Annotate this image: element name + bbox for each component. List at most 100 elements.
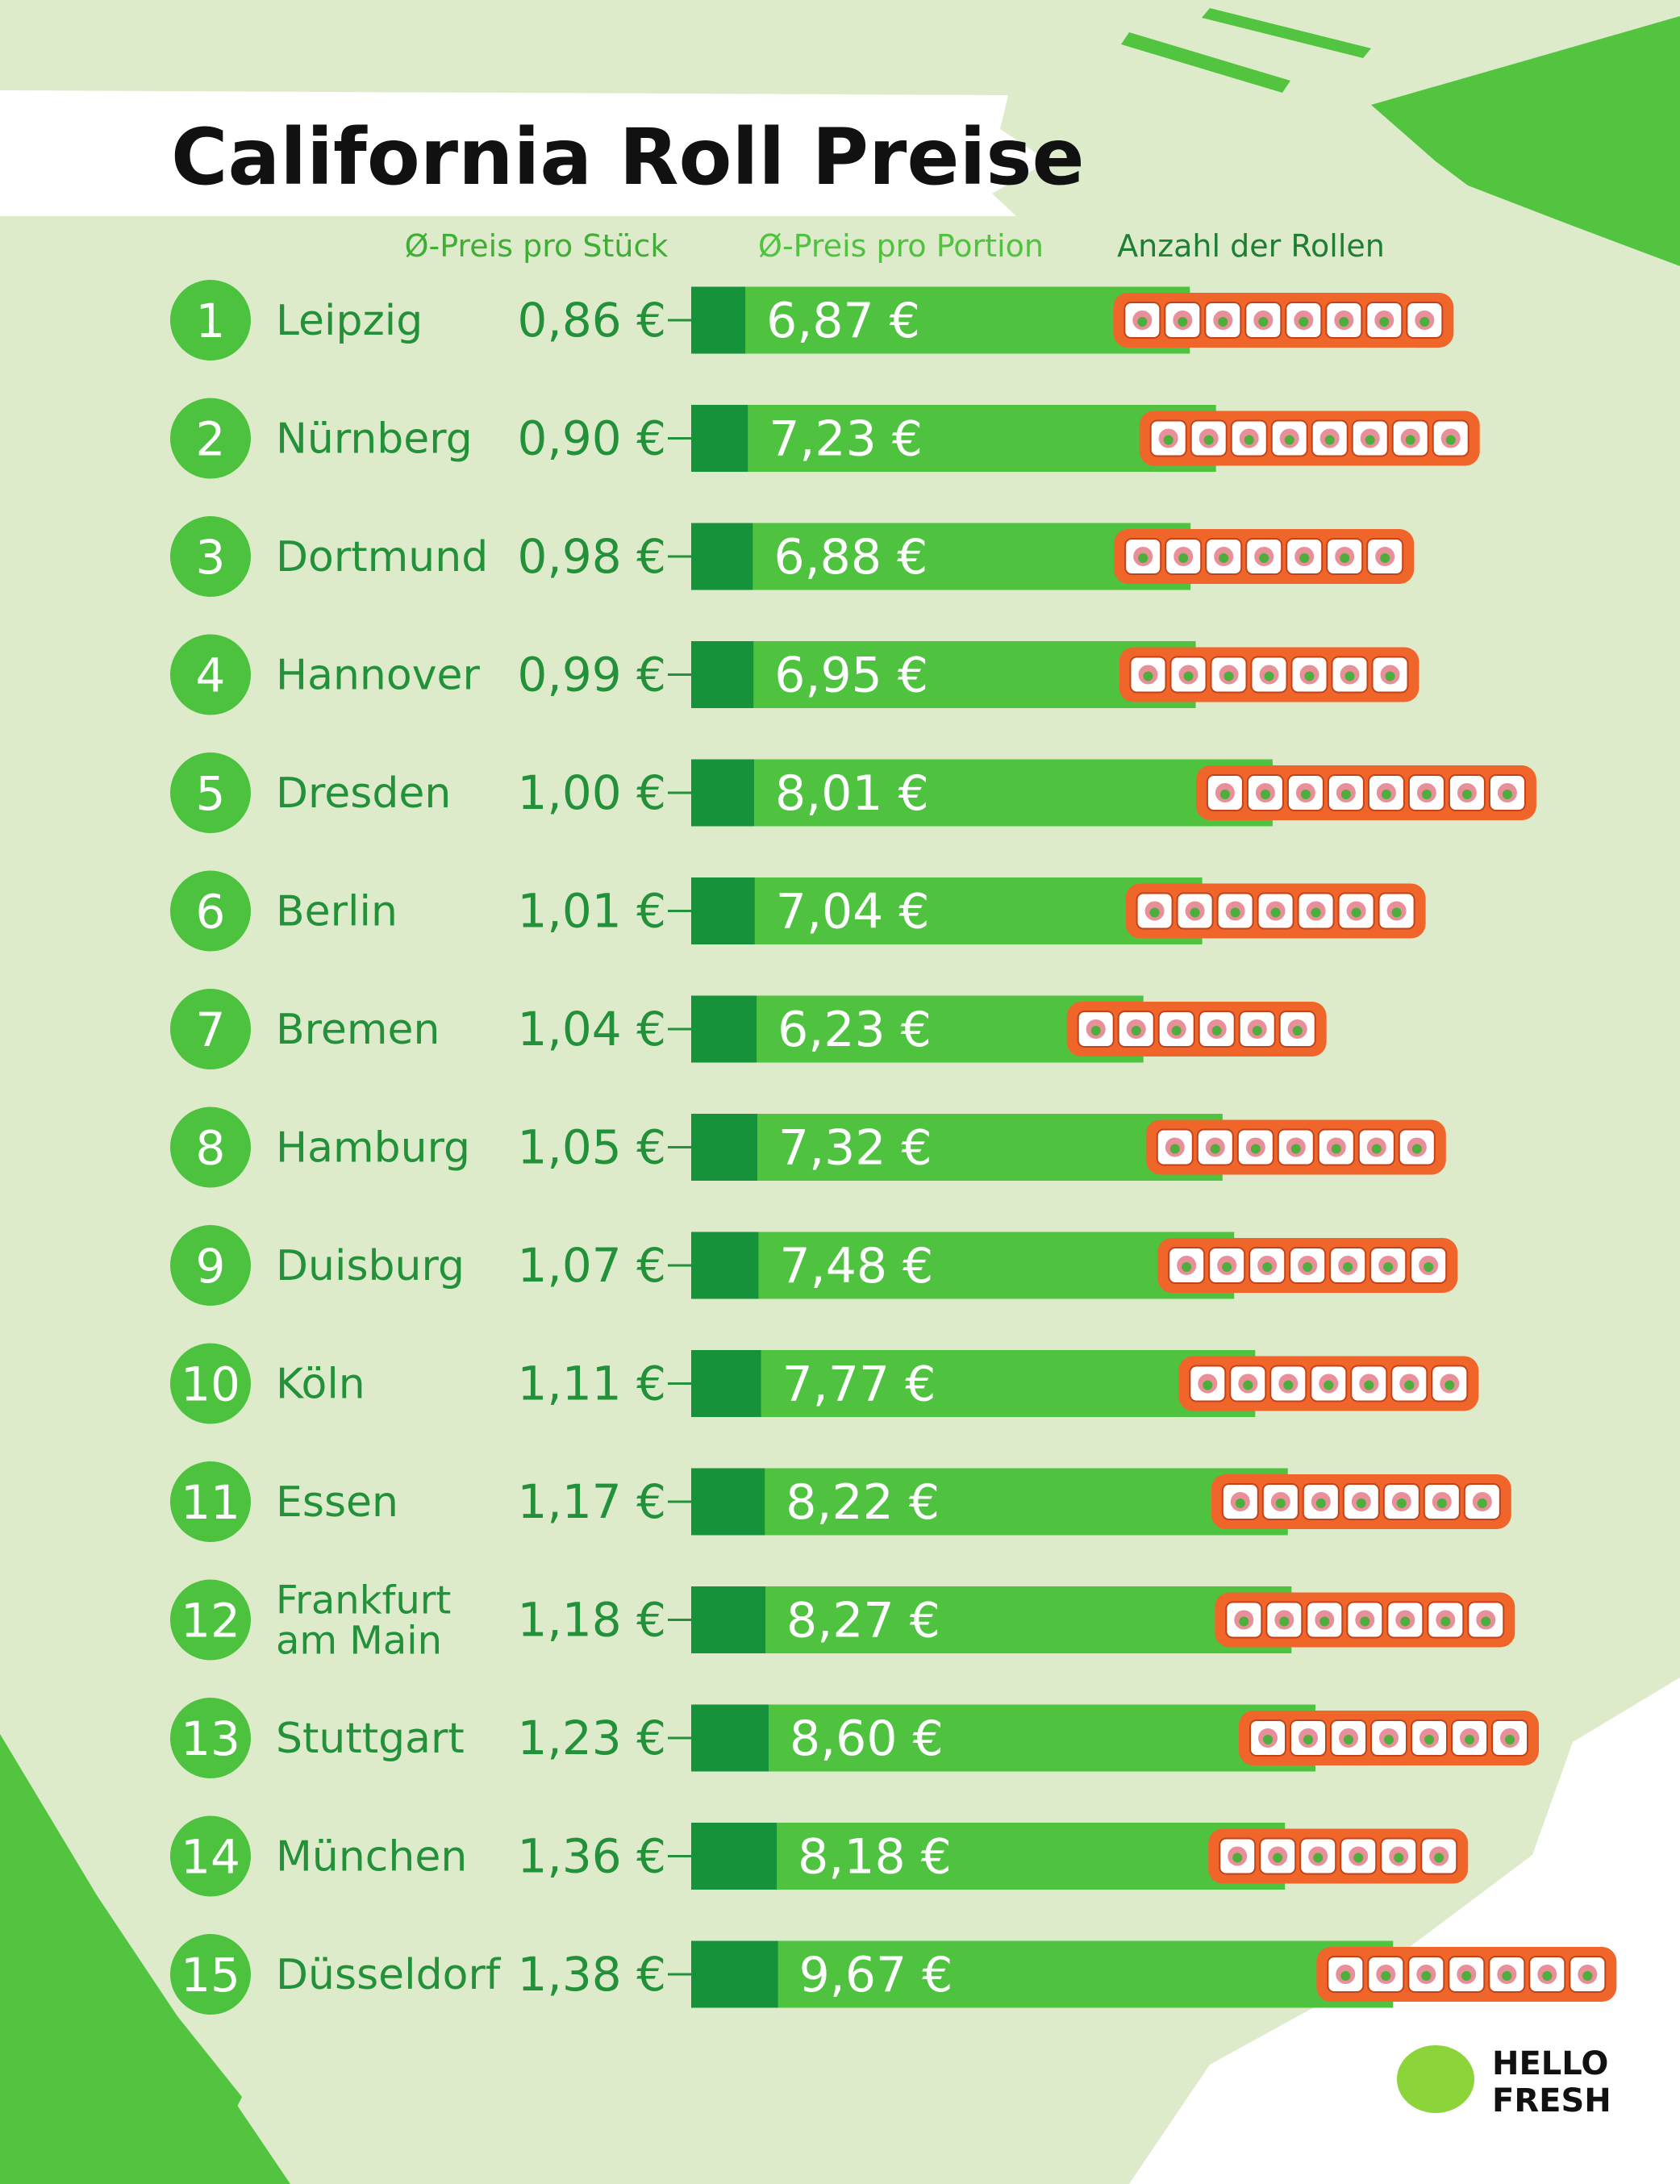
roll-filling [1210, 1144, 1220, 1154]
roll-group [1139, 411, 1480, 466]
roll-group [1066, 1002, 1327, 1057]
portion-bar [691, 877, 1203, 944]
portion-bar [691, 405, 1216, 472]
column-header: Ø-Preis pro Portion [758, 228, 1044, 264]
city: Berlin [276, 888, 398, 936]
rank: 10 [181, 1357, 240, 1412]
column-header: Ø-Preis pro Stück [405, 228, 669, 264]
city: Dortmund [276, 533, 488, 581]
roll-filling [1461, 790, 1472, 799]
city: Stuttgart [276, 1715, 465, 1763]
price-per-piece: 0,98 € [518, 529, 666, 584]
price-per-portion: 8,18 € [798, 1829, 952, 1886]
city: Köln [276, 1361, 365, 1409]
portion-bar [691, 1823, 1286, 1890]
rank: 4 [196, 648, 226, 703]
logo-text: FRESH [1492, 2082, 1611, 2119]
roll-filling [1211, 1026, 1222, 1036]
roll-filling [1381, 790, 1391, 799]
title-brush [0, 90, 1048, 216]
roll-filling [1434, 1853, 1444, 1863]
roll-group [1178, 1356, 1479, 1411]
roll-filling [1299, 553, 1310, 563]
roll-filling [1299, 317, 1309, 327]
rank-badge [170, 398, 251, 479]
price-per-piece: 1,04 € [518, 1002, 666, 1057]
piece-bar [691, 1232, 759, 1299]
piece-bar [691, 1940, 778, 2008]
roll-filling [1371, 1144, 1382, 1154]
portion-bar [691, 1232, 1235, 1299]
roll-filling [1365, 435, 1375, 445]
roll-filling [1465, 1735, 1474, 1744]
roll-filling [1203, 435, 1214, 445]
logo: HELLO FRESH [1397, 2045, 1611, 2119]
roll-filling [1259, 553, 1269, 563]
roll-filling [1275, 1498, 1286, 1508]
roll-filling [1183, 671, 1194, 681]
rank: 3 [196, 530, 226, 585]
roll-filling [1182, 1262, 1192, 1272]
roll-filling [1324, 1380, 1334, 1390]
roll-filling [1436, 1498, 1447, 1508]
roll-filling [1258, 317, 1269, 327]
roll-filling [1243, 1380, 1253, 1390]
roll-filling [1304, 671, 1315, 681]
column-header: Anzahl der Rollen [1117, 228, 1385, 264]
price-per-piece: 1,23 € [518, 1711, 666, 1765]
price-per-portion: 8,60 € [790, 1711, 944, 1767]
roll-group [1195, 765, 1536, 820]
piece-bar [691, 641, 754, 708]
roll-filling [1344, 671, 1355, 681]
price-per-portion: 9,67 € [799, 1947, 953, 2003]
piece-bar [691, 877, 755, 944]
price-per-portion: 8,27 € [786, 1593, 940, 1649]
price-per-portion: 6,87 € [766, 293, 920, 349]
roll-filling [1138, 553, 1148, 563]
price-per-portion: 7,48 € [779, 1238, 933, 1294]
roll-filling [1224, 671, 1234, 681]
city: Dresden [276, 769, 451, 818]
roll-filling [1344, 1735, 1353, 1744]
roll-filling [1319, 1616, 1330, 1627]
rank-badge [170, 752, 251, 833]
price-per-portion: 7,04 € [776, 884, 930, 940]
roll-filling [1421, 1971, 1432, 1981]
rank-badge [170, 1579, 251, 1661]
roll-filling [1239, 1616, 1249, 1627]
roll-filling [1440, 1616, 1451, 1627]
piece-bar [691, 1704, 769, 1772]
roll-filling [1311, 907, 1321, 918]
roll-group [1211, 1474, 1511, 1529]
roll-filling [1379, 317, 1390, 327]
piece-bar [691, 523, 753, 590]
roll-filling [1313, 1853, 1324, 1863]
rank-badge [170, 1107, 251, 1188]
roll-filling [1244, 435, 1254, 445]
rank: 11 [181, 1475, 240, 1530]
price-per-piece: 1,11 € [518, 1357, 666, 1411]
city: Düsseldorf [276, 1951, 502, 1999]
price-per-piece: 1,07 € [518, 1238, 666, 1293]
logo-icon [1397, 2045, 1474, 2113]
piece-bar [691, 1114, 757, 1181]
price-per-piece: 1,17 € [518, 1474, 666, 1529]
roll-filling [1481, 1616, 1491, 1627]
roll-group [1208, 1828, 1469, 1884]
roll-filling [1391, 907, 1402, 918]
piece-bar [691, 1350, 761, 1417]
roll-filling [1411, 1144, 1422, 1154]
roll-group [1113, 293, 1454, 348]
piece-bar [691, 1823, 777, 1890]
roll-filling [1502, 790, 1512, 799]
roll-filling [1445, 435, 1456, 445]
price-per-piece: 0,86 € [518, 293, 666, 348]
portion-bar [691, 1940, 1394, 2008]
piece-bar [691, 995, 757, 1063]
price-per-piece: 1,38 € [518, 1947, 666, 2002]
portion-bar [691, 759, 1273, 827]
portion-bar [691, 523, 1191, 590]
roll-group [1316, 1947, 1617, 2002]
price-per-piece: 0,90 € [518, 411, 666, 466]
roll-filling [1315, 1498, 1326, 1508]
